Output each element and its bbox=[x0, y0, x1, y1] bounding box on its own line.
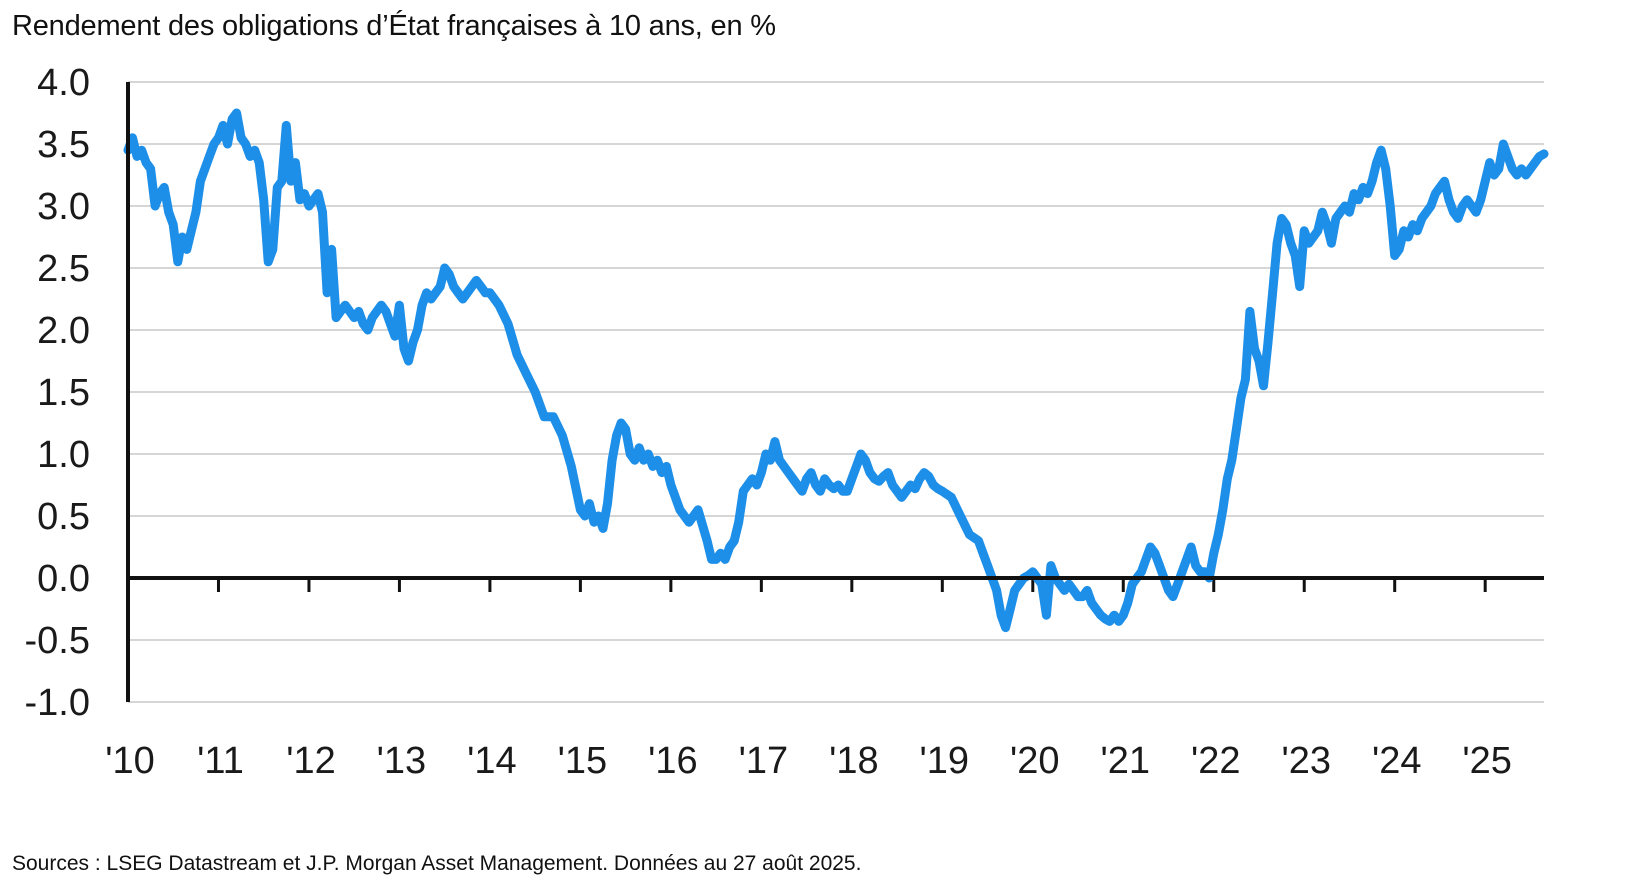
x-tick-label: '15 bbox=[558, 740, 608, 782]
chart-title: Rendement des obligations d’État françai… bbox=[12, 10, 776, 42]
x-tick-label: '14 bbox=[467, 740, 517, 782]
x-axis-ticks: '10 '11 '12 '13 '14 '15 '16 '17 '18 '19 '20 '21 '22 '… bbox=[105, 578, 1512, 782]
x-tick-label: '21 bbox=[1101, 740, 1151, 782]
y-tick-label: 1.0 bbox=[37, 434, 90, 476]
y-tick-label: 1.5 bbox=[37, 372, 90, 414]
chart-source-note: Sources : LSEG Datastream et J.P. Morgan… bbox=[12, 852, 862, 875]
x-tick-label: '16 bbox=[648, 740, 698, 782]
x-tick-label: '25 bbox=[1462, 740, 1512, 782]
y-tick-label: -1.0 bbox=[25, 682, 90, 724]
y-tick-label: -0.5 bbox=[25, 620, 90, 662]
x-tick-label: '10 bbox=[105, 740, 155, 782]
x-tick-label: '20 bbox=[1010, 740, 1060, 782]
y-tick-label: 2.0 bbox=[37, 310, 90, 352]
y-axis-ticks: -1.0 -0.5 0.0 0.5 1.0 1.5 2.0 2.5 3.0 3.5 4.0 bbox=[25, 62, 90, 724]
series-line-oat-10y bbox=[123, 108, 1549, 633]
y-tick-label: 3.0 bbox=[37, 186, 90, 228]
x-tick-label: '22 bbox=[1191, 740, 1241, 782]
y-tick-label: 3.5 bbox=[37, 124, 90, 166]
x-tick-label: '12 bbox=[286, 740, 336, 782]
y-tick-label: 2.5 bbox=[37, 248, 90, 290]
y-tick-label: 4.0 bbox=[37, 62, 90, 104]
x-tick-label: '18 bbox=[829, 740, 879, 782]
x-tick-label: '11 bbox=[197, 740, 244, 782]
x-tick-label: '19 bbox=[920, 740, 970, 782]
gridlines bbox=[128, 81, 1544, 703]
x-tick-label: '13 bbox=[377, 740, 427, 782]
x-tick-label: '23 bbox=[1281, 740, 1331, 782]
y-tick-label: 0.5 bbox=[37, 496, 90, 538]
x-tick-label: '24 bbox=[1372, 740, 1422, 782]
y-tick-label: 0.0 bbox=[37, 558, 90, 600]
x-tick-label: '17 bbox=[739, 740, 789, 782]
